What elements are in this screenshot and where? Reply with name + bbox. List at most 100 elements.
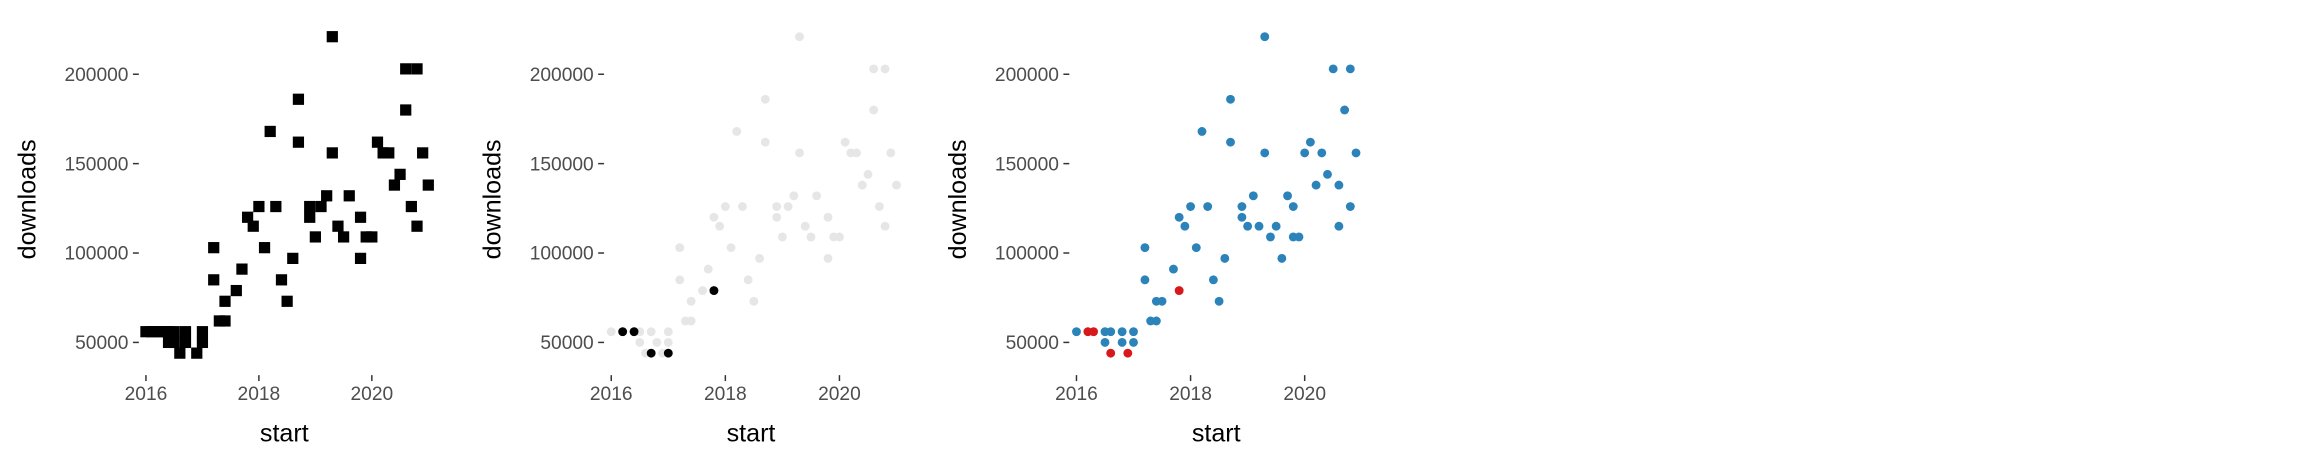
- data-point: [179, 326, 192, 338]
- data-point: [1220, 253, 1230, 263]
- data-point: [646, 327, 656, 337]
- y-tick-label: 100000: [995, 244, 1059, 265]
- data-point: [162, 336, 175, 349]
- data-point: [1266, 232, 1275, 242]
- data-point: [400, 104, 412, 116]
- data-point: [835, 232, 844, 242]
- data-point: [1260, 32, 1270, 42]
- highlighted-data-point: [1123, 348, 1133, 358]
- data-point: [892, 180, 901, 190]
- highlighted-data-point: [629, 327, 639, 337]
- x-tick-label: 2020: [350, 384, 393, 405]
- data-point: [174, 347, 186, 359]
- data-point: [760, 94, 770, 104]
- data-point: [823, 212, 833, 222]
- data-point: [422, 179, 434, 191]
- data-point: [258, 242, 271, 254]
- data-point: [1203, 202, 1213, 211]
- data-point: [772, 212, 782, 222]
- data-point: [1180, 221, 1190, 231]
- data-point: [168, 326, 180, 338]
- data-point: [343, 190, 355, 202]
- x-tick-label: 2018: [704, 384, 747, 405]
- data-point: [366, 231, 378, 243]
- data-point: [315, 200, 327, 213]
- data-point: [703, 264, 713, 274]
- highlighted-data-point: [1174, 286, 1184, 295]
- data-point: [1300, 148, 1310, 158]
- data-point: [253, 200, 265, 213]
- data-point: [1197, 127, 1207, 136]
- data-point: [1334, 221, 1344, 231]
- data-point: [383, 147, 395, 159]
- data-point: [388, 179, 401, 191]
- data-point: [275, 274, 288, 286]
- data-point: [1277, 253, 1287, 263]
- data-point: [337, 231, 350, 243]
- y-tick-label: 100000: [64, 244, 128, 265]
- data-point: [663, 327, 673, 337]
- y-tick-label: 150000: [995, 154, 1059, 175]
- data-point: [1340, 105, 1350, 115]
- data-point: [304, 211, 316, 223]
- data-point: [179, 336, 192, 349]
- x-tick-label: 2020: [1283, 384, 1326, 405]
- data-point: [332, 220, 344, 232]
- data-point: [213, 315, 225, 327]
- x-tick-label: 2016: [590, 384, 633, 405]
- data-point: [219, 315, 231, 327]
- data-point: [1294, 232, 1304, 242]
- data-point: [606, 327, 616, 337]
- data-point: [1237, 212, 1247, 222]
- data-point: [151, 326, 163, 338]
- data-point: [1214, 296, 1224, 306]
- data-point: [686, 296, 696, 306]
- data-point: [1191, 243, 1201, 253]
- data-point: [354, 252, 367, 264]
- data-point: [162, 326, 175, 338]
- data-point: [1351, 148, 1361, 158]
- data-point: [635, 337, 645, 347]
- data-point: [795, 148, 804, 158]
- data-point: [411, 63, 423, 75]
- data-point: [326, 31, 338, 43]
- data-point: [840, 137, 850, 147]
- data-point: [1226, 94, 1235, 104]
- x-axis-title: start: [727, 420, 776, 448]
- y-axis-title: downloads: [479, 139, 507, 259]
- data-point: [360, 231, 372, 243]
- highlighted-data-point: [1089, 327, 1099, 337]
- data-point: [191, 347, 203, 359]
- data-point: [806, 232, 816, 242]
- data-point: [869, 64, 879, 74]
- data-point: [241, 211, 254, 223]
- data-point: [1345, 64, 1355, 74]
- data-point: [292, 136, 305, 148]
- data-point: [652, 337, 662, 347]
- data-point: [686, 316, 696, 326]
- data-point: [1345, 202, 1355, 211]
- data-point: [1140, 275, 1150, 285]
- data-point: [304, 200, 316, 213]
- data-point: [880, 64, 890, 74]
- data-point: [230, 284, 242, 297]
- x-axis-title: start: [1192, 420, 1241, 448]
- highlighted-data-point: [646, 348, 656, 358]
- data-point: [852, 148, 861, 158]
- highlighted-data-point: [1106, 348, 1116, 358]
- chart-panel-1: 50000 100000 150000 200000 2016 2018 2020 start…: [13, 31, 434, 448]
- data-point: [1317, 148, 1327, 158]
- data-point: [886, 148, 896, 158]
- y-tick-label: 150000: [530, 154, 594, 175]
- data-point: [168, 336, 180, 349]
- chart-panel-2: 50000 100000 150000 200000 2016 2018 2020 start…: [479, 32, 901, 448]
- data-point: [1072, 327, 1081, 337]
- data-point: [1248, 191, 1258, 201]
- data-point: [264, 125, 276, 138]
- data-point: [157, 326, 169, 338]
- data-point: [208, 242, 220, 254]
- data-point: [1157, 296, 1167, 306]
- data-point: [326, 147, 338, 159]
- y-tick-label: 100000: [530, 244, 594, 265]
